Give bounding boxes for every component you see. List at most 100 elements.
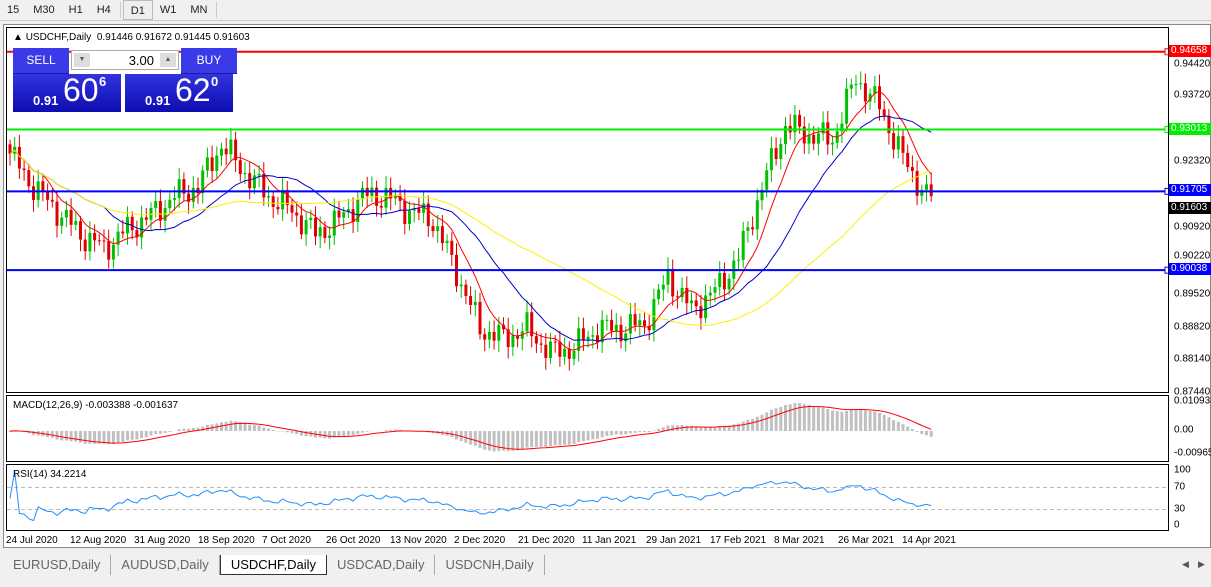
candle-body [356,199,360,223]
tf-m15[interactable]: 15 [7,4,20,16]
candle-body [718,272,722,288]
macd-axis-label-text: 0.00 [1174,424,1194,436]
candle-body [774,148,778,160]
macd-histogram-bar [760,414,764,431]
rsi-pane[interactable]: RSI(14) 34.2214 [6,464,1169,531]
tf-w1[interactable]: W1 [159,4,177,16]
macd-histogram-bar [64,431,68,441]
macd-histogram-bar [116,431,120,443]
price-pane[interactable]: ▲ USDCHF,Daily 0.91446 0.91672 0.91445 0… [6,27,1169,393]
candle-body [168,199,172,209]
candle-body [299,215,303,235]
line-handle [1164,126,1168,134]
tf-h4[interactable]: H4 [96,4,111,16]
candle-body [182,179,186,194]
macd-histogram-bar [755,416,759,431]
ohlc-values: 0.91446 0.91672 0.91445 0.91603 [96,32,250,43]
candle-body [379,205,383,208]
macd-histogram-bar [530,431,534,448]
tab-usdcad[interactable]: USDCAD,Daily [327,555,436,575]
price-chart [7,48,1168,371]
candle-body [920,189,924,196]
candle-body [126,216,129,234]
candle-body [553,341,557,343]
sell-price[interactable]: 0.91 60 6 [13,72,121,112]
macd-histogram-bar [694,426,698,431]
tf-mn[interactable]: MN [190,4,208,16]
date-axis: 24 Jul 2020 12 Aug 2020 31 Aug 2020 18 Sep … [4,531,1169,549]
macd-histogram-bar [511,431,515,451]
candle-body [699,306,703,319]
candle-body [901,136,905,153]
candle-body [619,324,623,342]
candle-body [685,287,689,304]
lot-value[interactable]: 3.00 [128,53,154,68]
scroll-right-icon[interactable]: ▶ [1198,559,1205,569]
macd-histogram-bar [74,431,78,442]
macd-histogram-bar [563,431,567,445]
macd-histogram-bar [732,424,736,431]
macd-signal-line [9,405,932,450]
macd-histogram-bar [262,427,266,431]
price-axis-label-text: 0.89520 [1174,288,1211,300]
scroll-left-icon[interactable]: ◀ [1182,559,1189,569]
macd-histogram-bar [821,407,825,431]
buy-price[interactable]: 0.91 62 0 [125,72,233,112]
macd-histogram-bar [727,425,731,431]
macd-histogram-bar [699,427,703,431]
candle-body [248,173,252,189]
candle-body [624,333,628,342]
macd-histogram-bar [798,403,802,431]
date-axis-label: 7 Oct 2020 [262,535,311,546]
tab-audusd[interactable]: AUDUSD,Daily [111,555,220,575]
candle-body [859,83,863,85]
macd-histogram-bar [610,431,614,436]
macd-histogram-bar [591,431,595,440]
macd-histogram-bar [243,423,247,431]
candle-body [32,186,35,200]
candle-body [27,170,31,187]
candle-body [384,187,388,208]
rsi-label: RSI(14) 34.2214 [13,469,87,480]
macd-histogram-bar [558,431,562,446]
macd-histogram-bar [765,412,769,431]
macd-histogram-bar [346,431,350,436]
tab-usdcnh[interactable]: USDCNH,Daily [435,555,545,575]
tab-usdchf[interactable]: USDCHF,Daily [219,555,328,575]
candle-body [17,146,21,169]
macd-histogram-bar [614,431,618,435]
tf-h1[interactable]: H1 [68,4,83,16]
candle-body [130,216,134,231]
candle-body [873,86,877,94]
lot-increase-button[interactable]: ▲ [160,53,176,67]
candle-body [328,235,332,239]
macd-pane[interactable]: MACD(12,26,9) -0.003388 -0.001637 [6,395,1169,462]
candle-body [22,168,26,171]
price-axis-label-text: 0.92320 [1174,155,1211,167]
triangle-up-icon[interactable]: ▲ [13,32,26,43]
candle-body [417,208,421,213]
line-handle [1164,187,1168,195]
candle-body [572,350,576,359]
candle-body [755,200,759,230]
macd-histogram-bar [163,431,167,433]
tf-d1[interactable]: D1 [122,0,153,20]
buy-button[interactable]: BUY [181,48,237,74]
tab-eurusd[interactable]: EURUSD,Daily [3,555,112,575]
candle-body [591,335,595,337]
sell-button[interactable]: SELL [13,48,69,74]
lot-decrease-button[interactable]: ▼ [74,53,90,67]
macd-histogram-bar [605,431,609,436]
lot-size-input[interactable]: ▼ 3.00 ▲ [71,50,179,70]
candle-body [262,173,266,198]
tf-m30[interactable]: M30 [33,4,55,16]
candle-body [586,336,590,341]
candle-body [144,217,148,220]
candle-body [657,289,661,300]
macd-histogram-bar [191,427,195,431]
candle-body [422,203,426,213]
macd-histogram-bar [887,417,891,431]
candle-body [281,189,285,210]
candle-body [257,173,261,176]
macd-histogram-bar [393,429,397,431]
